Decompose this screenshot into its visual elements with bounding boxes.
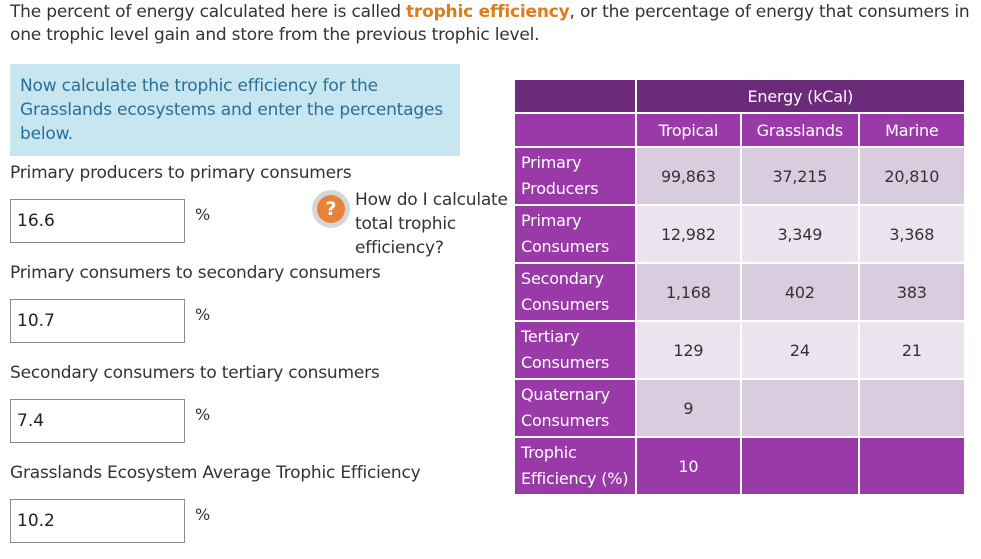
table-cell: 20,810 (857, 146, 967, 206)
table-cell: 21 (857, 320, 967, 380)
help-button[interactable]: ? (312, 190, 350, 228)
answer-field-average-efficiency[interactable] (10, 499, 185, 543)
table-cell: 383 (857, 262, 967, 322)
table-cell: 402 (740, 262, 860, 322)
intro-text-start: The percent of energy calculated here is… (10, 2, 406, 22)
row-header: Tertiary Consumers (513, 320, 637, 380)
column-header-marine: Marine (857, 112, 967, 148)
energy-group-header: Energy (kCal) (634, 78, 967, 114)
table-cell (857, 436, 967, 496)
table-row: Quaternary Consumers 9 (513, 378, 967, 438)
table-cell (740, 378, 860, 438)
trophic-efficiency-term: trophic efficiency (406, 2, 570, 22)
table-corner (513, 78, 637, 114)
intro-paragraph: The percent of energy calculated here is… (10, 1, 975, 47)
table-cell: 10 (634, 436, 743, 496)
table-row: Primary Producers 99,863 37,215 20,810 (513, 146, 967, 206)
table-cell: 129 (634, 320, 743, 380)
answer-field-producers-to-primary[interactable] (10, 199, 185, 243)
answer-field-primary-to-secondary[interactable] (10, 299, 185, 343)
percent-unit: % (195, 305, 211, 324)
question-label-secondary-to-tertiary: Secondary consumers to tertiary consumer… (10, 363, 380, 383)
column-header-grasslands: Grasslands (740, 112, 860, 148)
row-header: Primary Producers (513, 146, 637, 206)
table-corner (513, 112, 637, 148)
table-cell: 1,168 (634, 262, 743, 322)
question-label-producers-to-primary: Primary producers to primary consumers (10, 163, 352, 183)
row-header: Secondary Consumers (513, 262, 637, 322)
table-row: Tertiary Consumers 129 24 21 (513, 320, 967, 380)
table-cell: 3,368 (857, 204, 967, 264)
table-cell: 3,349 (740, 204, 860, 264)
percent-unit: % (195, 205, 211, 224)
table-row: Primary Consumers 12,982 3,349 3,368 (513, 204, 967, 264)
table-cell: 37,215 (740, 146, 860, 206)
percent-unit: % (195, 405, 211, 424)
help-link-text[interactable]: How do I calculate total trophic efficie… (355, 190, 508, 258)
question-label-primary-to-secondary: Primary consumers to secondary consumers (10, 263, 381, 283)
table-row: Trophic Efficiency (%) 10 (513, 436, 967, 496)
column-header-tropical: Tropical (634, 112, 743, 148)
percent-unit: % (195, 505, 211, 524)
intro-text-end: , or the percentage of energy that consu… (10, 2, 970, 45)
table-cell: 9 (634, 378, 743, 438)
table-cell: 24 (740, 320, 860, 380)
row-header: Primary Consumers (513, 204, 637, 264)
question-mark-icon: ? (317, 195, 345, 223)
energy-table: Energy (kCal) Tropical Grasslands Marine… (513, 78, 967, 496)
table-cell (857, 378, 967, 438)
row-header: Quaternary Consumers (513, 378, 637, 438)
table-cell (740, 436, 860, 496)
table-cell: 99,863 (634, 146, 743, 206)
instruction-callout: Now calculate the trophic efficiency for… (10, 64, 460, 156)
question-label-average-efficiency: Grasslands Ecosystem Average Trophic Eff… (10, 463, 421, 483)
table-cell: 12,982 (634, 204, 743, 264)
answer-field-secondary-to-tertiary[interactable] (10, 399, 185, 443)
table-row: Secondary Consumers 1,168 402 383 (513, 262, 967, 322)
row-header: Trophic Efficiency (%) (513, 436, 637, 496)
